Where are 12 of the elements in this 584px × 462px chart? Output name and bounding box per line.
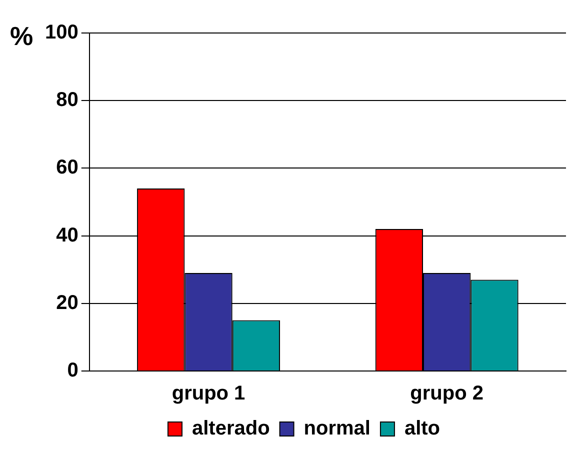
- y-tick-label: 80: [56, 89, 78, 112]
- y-tick-label: 0: [67, 360, 78, 382]
- y-axis-title: %: [10, 21, 34, 52]
- y-tick-label: 20: [56, 292, 78, 314]
- y-tick-label: 60: [56, 156, 78, 179]
- y-tick-label: 40: [56, 224, 78, 246]
- y-tick-label: 100: [44, 22, 78, 44]
- x-tick-label: grupo 2: [410, 382, 484, 405]
- x-tick-label: grupo 1: [172, 382, 246, 405]
- legend-label: normal: [304, 418, 370, 440]
- legend-label: alterado: [192, 418, 270, 440]
- legend-label: alto: [404, 418, 440, 440]
